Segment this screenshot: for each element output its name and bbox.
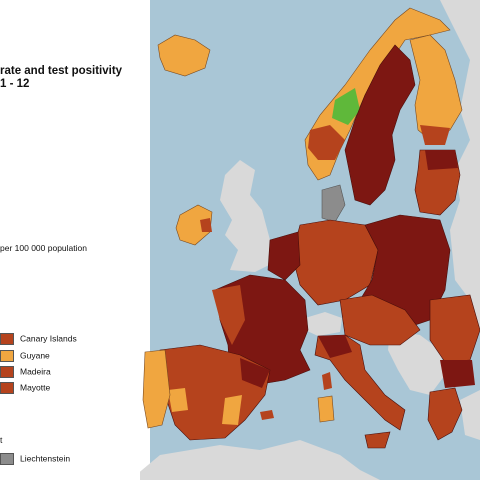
legend-item-mayotte: Mayotte	[0, 382, 50, 394]
map-title-line2: 1 - 12	[0, 78, 30, 90]
region-norway-green	[332, 88, 360, 125]
region-corsica	[322, 372, 332, 390]
legend-item-madeira: Madeira	[0, 366, 51, 378]
legend-swatch	[0, 333, 14, 345]
region-greece	[427, 387, 463, 441]
legend-label: Liechtenstein	[20, 453, 71, 464]
legend-swatch	[0, 350, 14, 362]
region-portugal	[142, 349, 171, 429]
region-non-eu-balkans	[388, 330, 445, 395]
region-norway-red	[308, 125, 345, 160]
region-estonia	[425, 150, 458, 170]
region-benelux	[267, 231, 301, 281]
region-iceland	[157, 34, 211, 77]
legend-item-guyane: Guyane	[0, 350, 50, 362]
region-non-eu-africa	[130, 440, 380, 480]
region-ireland	[175, 204, 213, 246]
region-sardinia	[317, 395, 335, 423]
region-sweden	[344, 44, 416, 206]
region-sicily	[364, 431, 391, 449]
region-non-eu-east	[440, 0, 480, 330]
map-title-line1: rate and test positivity	[0, 65, 123, 77]
legend-label: Mayotte	[20, 382, 51, 393]
region-spain-east	[222, 395, 242, 425]
region-non-eu-turkey	[460, 390, 480, 440]
legend-item-canary-islands: Canary Islands	[0, 333, 77, 345]
nodata-title: t	[0, 435, 3, 445]
region-austria-hungary	[339, 294, 421, 346]
legend-swatch	[0, 382, 14, 394]
region-italy	[314, 334, 406, 431]
region-spain-madrid	[168, 388, 188, 412]
region-bulgaria	[440, 360, 475, 388]
legend-label: Madeira	[20, 366, 51, 377]
region-switzerland	[305, 312, 342, 336]
region-denmark	[321, 184, 346, 223]
left-panel-cover	[0, 0, 140, 480]
legend-label: Canary Islands	[20, 333, 77, 344]
region-italy-north	[318, 335, 352, 358]
region-germany	[291, 219, 379, 306]
legend-item-liechtenstein: Liechtenstein	[0, 453, 70, 465]
region-finland	[409, 34, 463, 141]
region-great-britain	[220, 160, 275, 272]
map-subtitle: per 100 000 population	[0, 243, 87, 253]
region-ireland-east	[200, 218, 212, 232]
legend-swatch	[0, 453, 14, 465]
region-balearics	[260, 410, 274, 420]
region-france-west	[212, 285, 245, 345]
legend-label: Guyane	[20, 350, 50, 361]
legend-swatch	[0, 366, 14, 378]
region-finland-south	[420, 125, 450, 145]
region-spain-catalonia	[240, 358, 270, 388]
